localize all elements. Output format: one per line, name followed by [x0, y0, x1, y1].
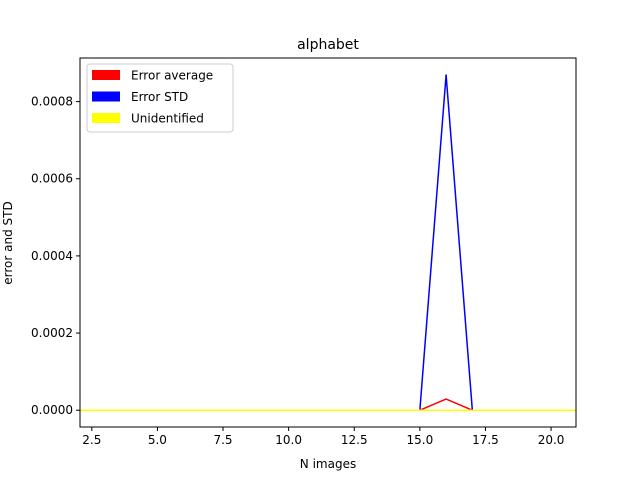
x-tick-label: 17.5 [472, 433, 499, 447]
legend: Error average Error STD Unidentified [86, 63, 234, 133]
x-tick-label: 5.0 [148, 433, 167, 447]
legend-label: Unidentified [131, 112, 204, 126]
y-tick-label: 0.0006 [31, 172, 73, 186]
legend-label: Error average [131, 69, 213, 83]
x-tick-label: 10.0 [275, 433, 302, 447]
legend-swatch [92, 70, 120, 80]
x-tick-label: 7.5 [213, 433, 232, 447]
legend-swatch [92, 91, 120, 102]
chart-title: alphabet [297, 37, 359, 53]
x-tick-label: 12.5 [341, 433, 368, 447]
x-axis-label: N images [300, 457, 356, 471]
x-tick-label: 20.0 [538, 433, 565, 447]
axis-ticks: 2.5 5.0 7.5 10.0 12.5 15.0 17.5 20.0 0.0000 0.000… [31, 95, 564, 447]
legend-swatch [92, 113, 120, 123]
legend-box [86, 63, 234, 133]
y-tick-label: 0.0000 [31, 403, 73, 417]
x-tick-label: 15.0 [406, 433, 433, 447]
plot-area [80, 74, 576, 411]
axes-frame [79, 57, 577, 428]
legend-label: Error STD [131, 90, 188, 104]
x-tick-label: 2.5 [82, 433, 101, 447]
y-tick-label: 0.0008 [31, 95, 73, 109]
y-axis-label: error and STD [1, 201, 15, 284]
y-tick-label: 0.0004 [31, 249, 73, 263]
y-tick-label: 0.0002 [31, 326, 73, 340]
